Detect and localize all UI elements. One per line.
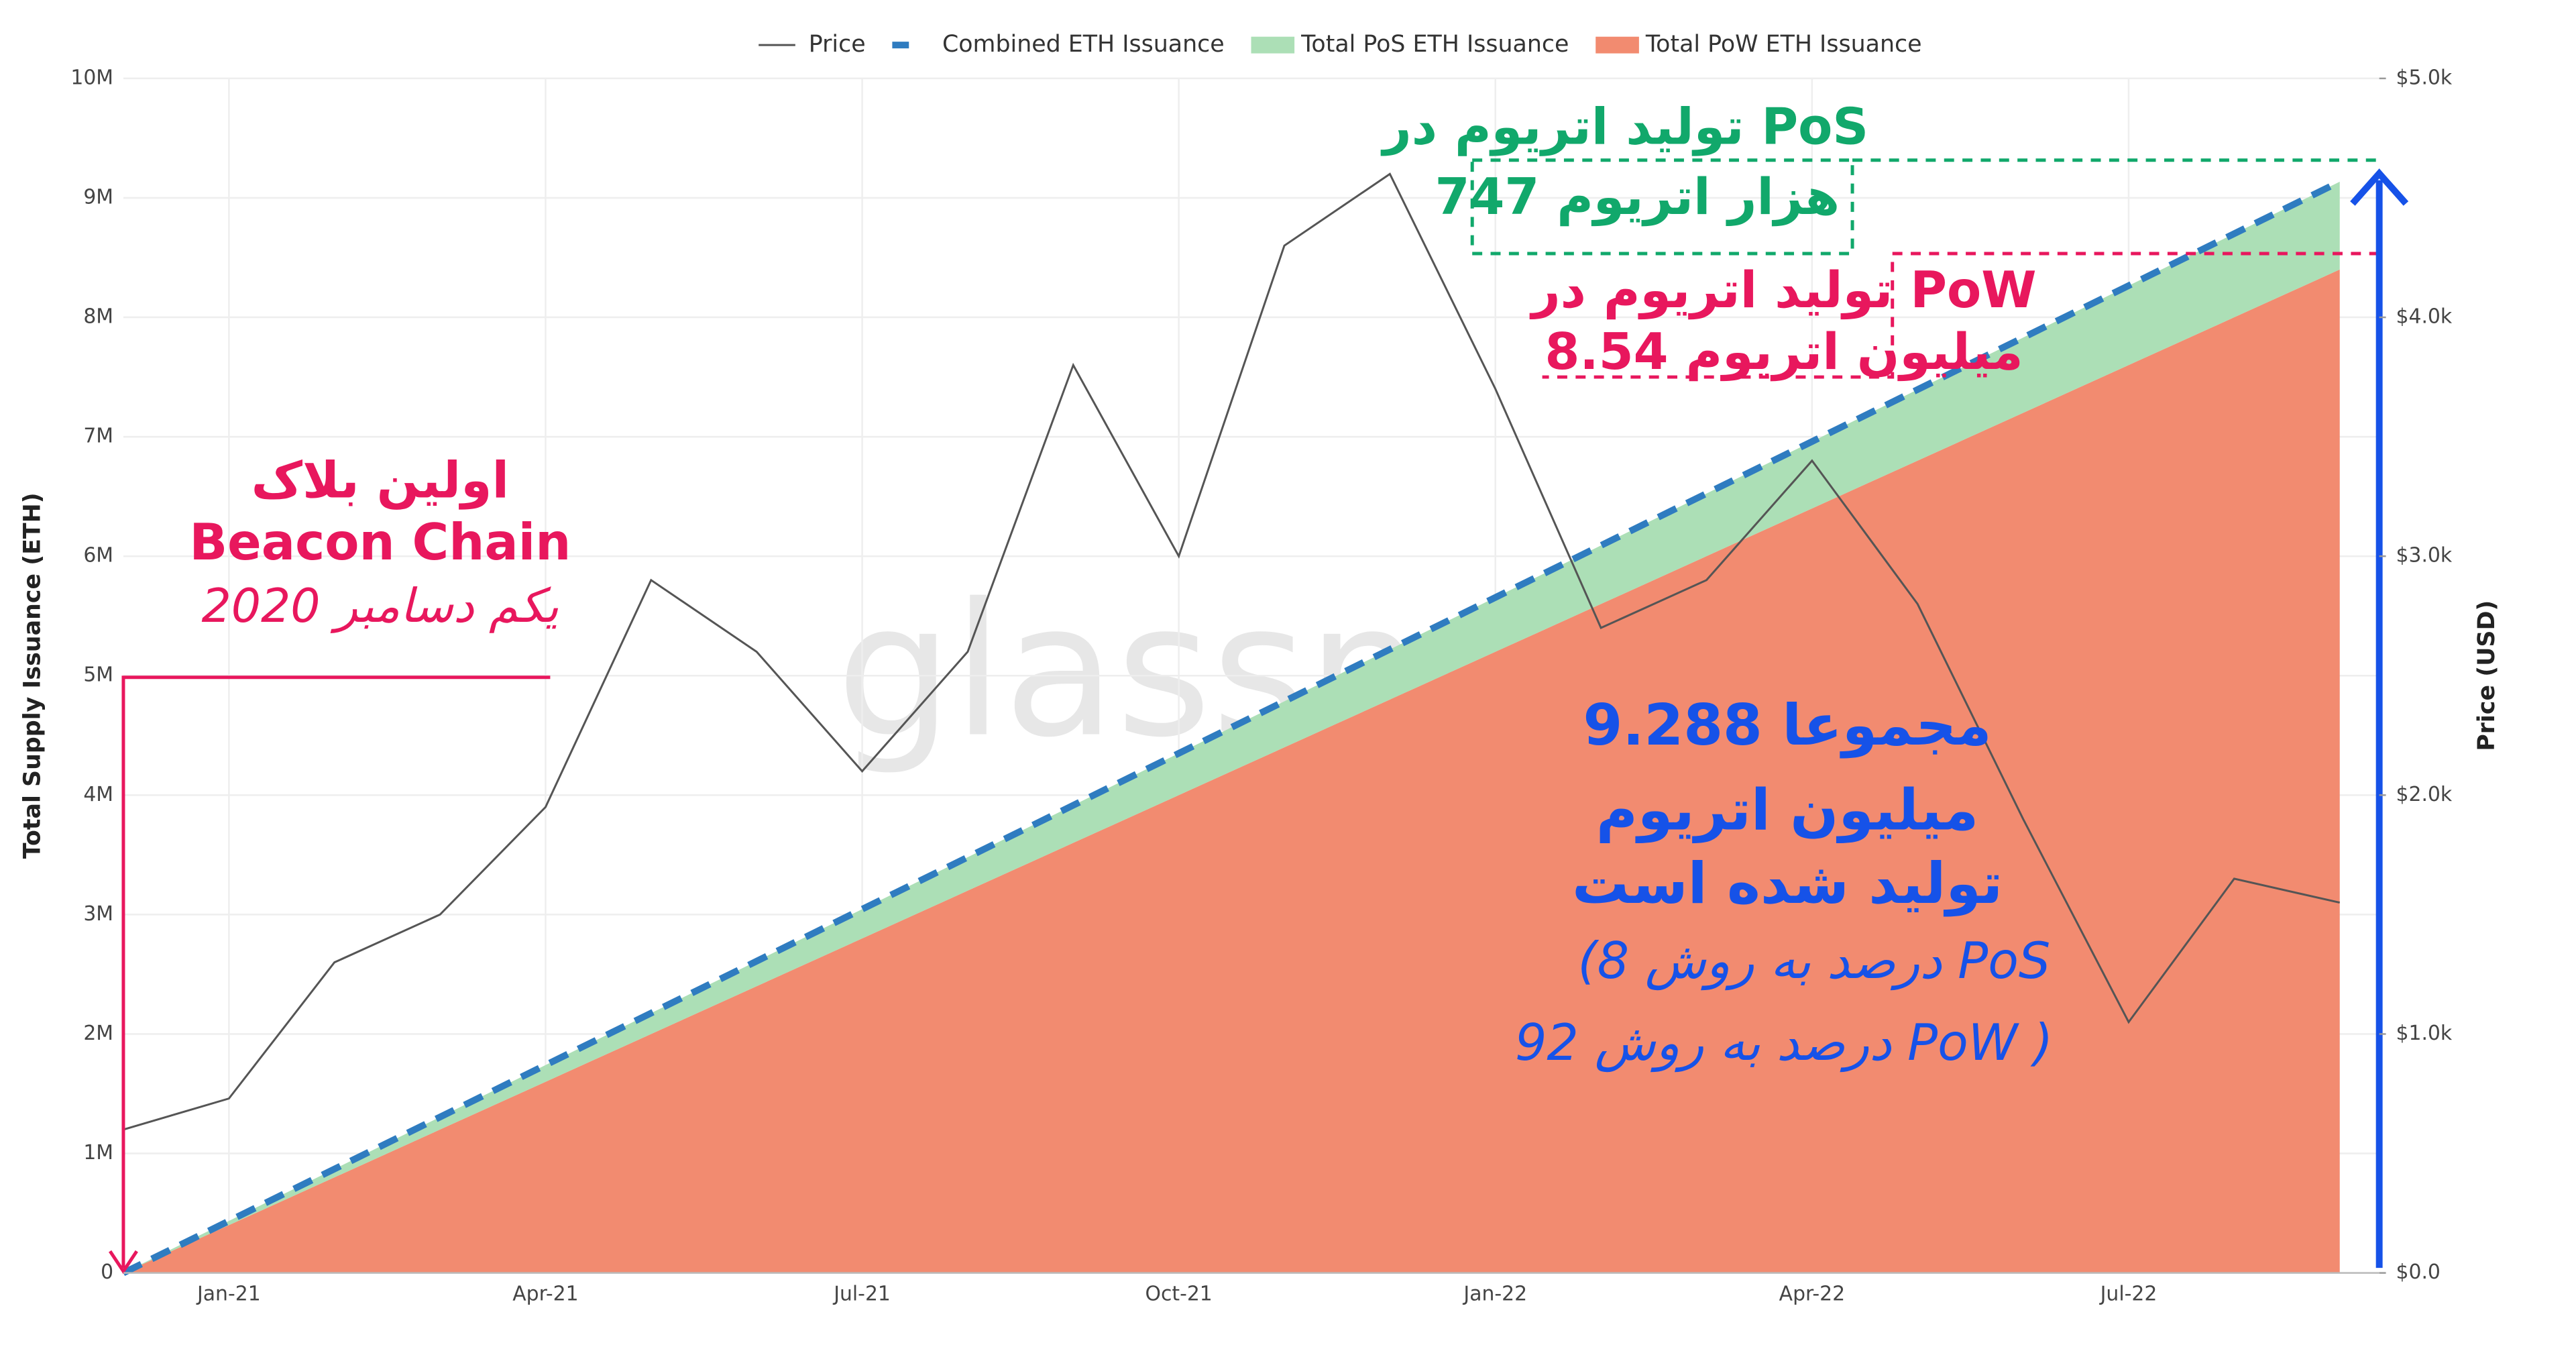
legend-label: Total PoS ETH Issuance: [1300, 31, 1569, 58]
legend-swatch: [1251, 36, 1295, 54]
y2-tick-label: $0.0: [2396, 1260, 2441, 1284]
y2-tick-label: $4.0k: [2396, 305, 2453, 329]
annotation-text: Beacon Chain: [189, 513, 571, 572]
y2-tick-label: $5.0k: [2396, 66, 2453, 89]
legend-item: Combined ETH Issuance: [892, 31, 1225, 58]
y2-tick-label: $2.0k: [2396, 783, 2453, 806]
legend-label: Price: [809, 31, 866, 58]
annotation-text: میلیون اتریوم: [1596, 777, 1978, 844]
y2-tick-label: $1.0k: [2396, 1022, 2453, 1045]
annotation-text: تولید شده است: [1572, 851, 2003, 917]
legend-label: Total PoW ETH Issuance: [1645, 31, 1922, 58]
legend-swatch: [1595, 36, 1639, 54]
area: [123, 269, 2340, 1273]
legend-item: Price: [759, 31, 866, 58]
annotation-dashed-box: [1470, 158, 1854, 256]
y-tick-label: 6M: [83, 544, 113, 567]
legend-item: Total PoW ETH Issuance: [1595, 31, 1922, 58]
annotation-line: [1542, 252, 2379, 379]
annotation-text: اولین بلاک: [251, 451, 509, 510]
y-tick-label: 4M: [83, 783, 113, 806]
y2-tick-label: $3.0k: [2396, 544, 2453, 567]
lines: [121, 172, 2341, 1277]
x-tick-label: Jul-21: [832, 1282, 891, 1305]
y-axis-title: Total Supply Issuance (ETH): [19, 492, 46, 859]
y-tick-label: 1M: [83, 1141, 113, 1165]
annotation-text: تولید اتریوم در PoS: [1380, 97, 1868, 156]
x-tick-label: Jul-22: [2099, 1282, 2158, 1305]
line: [123, 172, 2341, 1131]
y-tick-label: 9M: [83, 185, 113, 209]
annotation-line: [121, 675, 551, 1268]
legend-item: Total PoS ETH Issuance: [1251, 31, 1569, 58]
y-tick-label: 2M: [83, 1022, 113, 1045]
annotation-text: (8 درصد به روش PoS: [1578, 932, 2051, 991]
x-tick-label: Jan-22: [1462, 1282, 1527, 1305]
annotation-arrow: [109, 1250, 138, 1275]
x-tick-label: Apr-22: [1779, 1282, 1845, 1305]
y2-axis-title: Price (USD): [2473, 600, 2500, 751]
y-tick-label: 5M: [83, 663, 113, 687]
annotation-text: یکم دسامبر 2020: [201, 579, 559, 633]
y-tick-label: 3M: [83, 902, 113, 926]
x-tick-label: Oct-21: [1145, 1282, 1213, 1305]
legend-label: Combined ETH Issuance: [942, 31, 1225, 58]
annotation-text: مجموعا 9.288: [1583, 692, 1992, 759]
y-tick-label: 8M: [83, 305, 113, 329]
y-tick-label: 0: [101, 1260, 113, 1284]
x-tick-label: Apr-21: [512, 1282, 578, 1305]
y-tick-label: 10M: [70, 66, 113, 89]
annotation-arrow: [2350, 168, 2409, 206]
y-tick-label: 7M: [83, 425, 113, 448]
annotation-text: 747 هزار اتریوم: [1435, 168, 1840, 227]
annotation-text: 8.54 میلیون اتریوم: [1545, 323, 2023, 382]
x-tick-label: Jan-21: [196, 1282, 261, 1305]
annotation-text: تولید اتریوم در PoW: [1529, 261, 2037, 320]
annotation-text: 92 درصد به روش PoW ): [1515, 1014, 2053, 1073]
